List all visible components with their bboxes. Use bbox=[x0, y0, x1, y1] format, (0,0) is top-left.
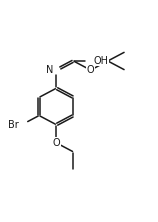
Text: O: O bbox=[52, 138, 60, 148]
Text: O: O bbox=[87, 65, 94, 75]
Text: N: N bbox=[46, 65, 53, 75]
Text: Br: Br bbox=[8, 120, 19, 130]
Text: OH: OH bbox=[94, 56, 109, 66]
